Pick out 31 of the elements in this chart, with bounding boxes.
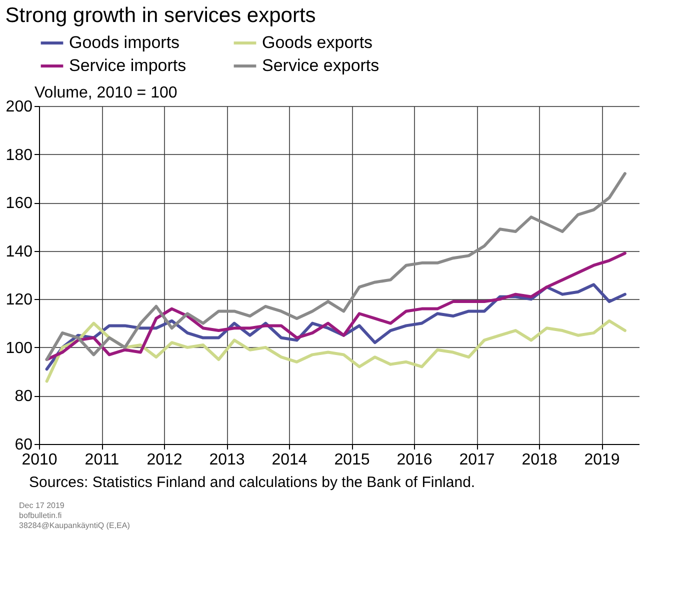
y-tick-label: 160 [6,195,33,212]
x-tick-label: 2018 [522,452,558,468]
legend-label: Service exports [262,56,380,75]
line-series [45,172,626,361]
y-tick-label: 100 [6,340,33,357]
text: Dec 17 2019 [19,501,65,510]
x-tick-label: 2010 [22,452,58,468]
legend-label: Service imports [69,56,186,75]
x-tick-label: 2017 [459,452,495,468]
line-series [45,252,626,361]
x-tick-label: 2012 [146,452,182,468]
x-tick-label: 2015 [334,452,370,468]
y-tick-label: 180 [6,146,33,164]
x-tick-label: 2013 [209,452,245,468]
x-tick-label: 2014 [272,452,308,468]
legend-label: Goods imports [69,33,180,52]
y-tick-label: 60 [14,436,33,454]
y-tick-label: 140 [6,243,33,260]
y-tick-label: 200 [6,98,33,116]
y-tick-label: 80 [14,388,33,406]
source-note: Sources: Statistics Finland and calculations by the Bank of Finland. [29,474,476,491]
x-tick-label: 2011 [84,452,120,468]
y-tick-label: 120 [6,292,33,309]
text: bofbulletin.fi [19,511,62,520]
y-axis-title: Volume, 2010 = 100 [34,84,178,102]
x-tick-label: 2016 [396,452,432,468]
legend-label: Goods exports [262,33,373,52]
line-series [45,319,626,383]
x-tick-label: 2019 [584,452,620,468]
chart-title: Strong growth in services exports [5,4,316,27]
text: 38284@KaupankäyntiQ (E,EA) [19,521,130,530]
